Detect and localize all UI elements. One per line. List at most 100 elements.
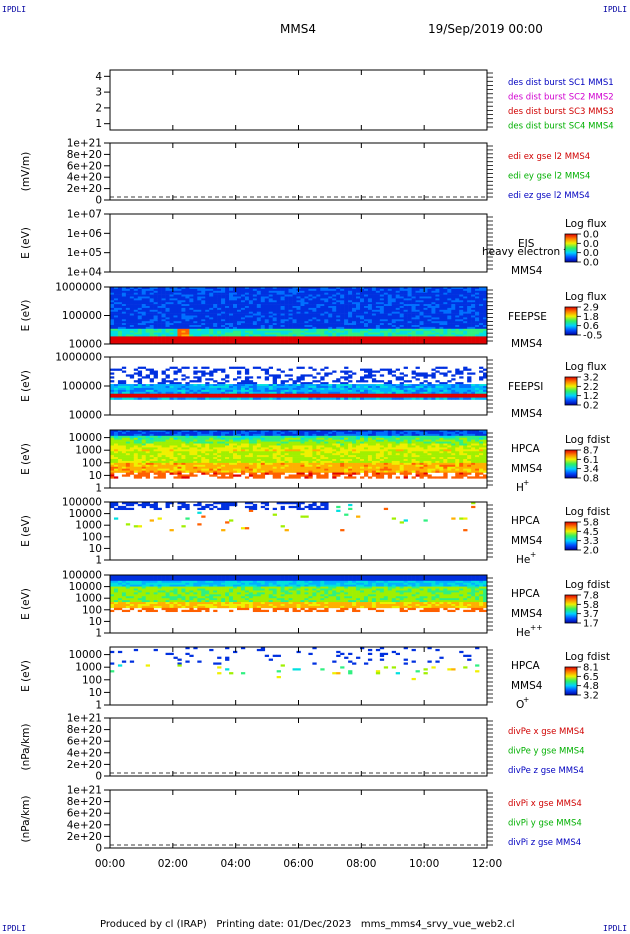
legend-entry-10-0: divPe x gse MMS4 bbox=[508, 727, 585, 737]
ytick-label-9-1: 10 bbox=[89, 687, 102, 699]
ylabel-10: (nPa/km) bbox=[20, 724, 32, 771]
ylabel-9: E (eV) bbox=[20, 660, 32, 692]
colorbar-tick-5-3: 0.2 bbox=[583, 401, 599, 412]
panel-4: 10000 100000 1000000 E (eV) FEEPSE MMS4 Log fl… bbox=[20, 282, 607, 351]
legend-entry-10-1: divPe y gse MMS4 bbox=[508, 747, 585, 757]
legend-entry-2-0: edi ex gse l2 MMS4 bbox=[508, 152, 590, 162]
panel-frame-9 bbox=[109, 646, 488, 706]
colorbar-3 bbox=[564, 233, 578, 263]
xtick-label-6: 12:00 bbox=[472, 858, 502, 870]
ytick-label-8-5: 100000 bbox=[62, 570, 102, 582]
footer-credit: Produced by cl (IRAP) Printing date: 01/… bbox=[100, 919, 515, 930]
ytick-label-10-4: 8e+20 bbox=[67, 724, 102, 736]
panel-frame-3 bbox=[109, 213, 488, 273]
colorbar-6 bbox=[564, 449, 578, 479]
legend-entry-2-1: edi ey gse l2 MMS4 bbox=[508, 172, 590, 182]
spectrogram-5 bbox=[110, 366, 488, 400]
ytick-label-10-2: 4e+20 bbox=[67, 747, 102, 759]
spacecraft-label-4: MMS4 bbox=[511, 338, 543, 350]
colorbar-tick-9-0: 8.1 bbox=[583, 663, 599, 674]
colorbar-title-5: Log flux bbox=[565, 361, 607, 373]
instrument-sublabel-3: heavy electron to bbox=[482, 246, 574, 258]
ylabel-4: E (eV) bbox=[20, 300, 32, 332]
spacecraft-label-8: MMS4 bbox=[511, 608, 543, 620]
legend-entry-1-1: des dist burst SC2 MMS2 bbox=[508, 93, 614, 103]
ytick-label-2-5: 1e+21 bbox=[67, 138, 102, 150]
colorbar-tick-4-0: 2.9 bbox=[583, 303, 599, 314]
spacecraft-label-3: MMS4 bbox=[511, 265, 543, 277]
species-charge-8: ++ bbox=[530, 623, 543, 632]
colorbar-title-4: Log flux bbox=[565, 291, 607, 303]
spectrogram-6 bbox=[110, 430, 488, 479]
colorbar-tick-6-0: 8.7 bbox=[583, 446, 599, 457]
colorbar-tick-9-1: 6.5 bbox=[583, 672, 599, 683]
ytick-label-5-2: 1000000 bbox=[55, 352, 102, 364]
colorbar-9 bbox=[564, 666, 578, 696]
legend-entry-10-2: divPe z gse MMS4 bbox=[508, 766, 584, 776]
colorbar-8 bbox=[564, 594, 578, 624]
ytick-label-11-1: 2e+20 bbox=[67, 831, 102, 843]
instrument-label-5: FEEPSI bbox=[508, 381, 543, 393]
ytick-label-10-0: 0 bbox=[95, 771, 102, 783]
ylabel-6: E (eV) bbox=[20, 443, 32, 475]
xtick-label-2: 04:00 bbox=[221, 858, 251, 870]
colorbar-tick-3-2: 0.0 bbox=[583, 248, 599, 259]
ytick-label-7-5: 100000 bbox=[62, 497, 102, 509]
ytick-label-8-2: 100 bbox=[82, 604, 102, 616]
spacecraft-label-6: MMS4 bbox=[511, 463, 543, 475]
spectrogram-4 bbox=[110, 287, 488, 345]
colorbar-tick-5-0: 3.2 bbox=[583, 373, 599, 384]
ytick-label-10-1: 2e+20 bbox=[67, 759, 102, 771]
panel-frame-2 bbox=[109, 142, 488, 201]
instrument-label-6: HPCA bbox=[511, 443, 541, 455]
colorbar-tick-5-1: 2.2 bbox=[583, 382, 599, 393]
legend-entry-2-2: edi ez gse l2 MMS4 bbox=[508, 191, 590, 201]
colorbar-tick-7-1: 4.5 bbox=[583, 527, 599, 538]
colorbar-7 bbox=[564, 521, 578, 551]
species-charge-7: + bbox=[530, 550, 536, 559]
species-charge-9: + bbox=[523, 695, 529, 704]
legend-entry-11-1: divPi y gse MMS4 bbox=[508, 819, 582, 829]
spectrogram-7 bbox=[110, 502, 476, 532]
ytick-label-7-2: 100 bbox=[82, 531, 102, 543]
colorbar-tick-7-2: 3.3 bbox=[583, 536, 599, 547]
ylabel-3: E (eV) bbox=[20, 227, 32, 259]
ytick-label-10-5: 1e+21 bbox=[67, 713, 102, 725]
xtick-label-5: 10:00 bbox=[409, 858, 439, 870]
colorbar-tick-9-3: 3.2 bbox=[583, 691, 599, 702]
ylabel-2: (mV/m) bbox=[20, 152, 32, 191]
ytick-label-1-3: 4 bbox=[95, 71, 102, 83]
colorbar-tick-8-3: 1.7 bbox=[583, 619, 599, 630]
ytick-label-6-4: 10000 bbox=[69, 432, 102, 444]
species-charge-6: + bbox=[523, 478, 529, 487]
colorbar-tick-6-2: 3.4 bbox=[583, 464, 599, 475]
ytick-label-2-1: 2e+20 bbox=[67, 183, 102, 195]
spacecraft-label-5: MMS4 bbox=[511, 408, 543, 420]
spacecraft-label-9: MMS4 bbox=[511, 680, 543, 692]
ytick-label-9-4: 10000 bbox=[69, 649, 102, 661]
corner-mark-bottom-right: IPDLI bbox=[603, 924, 628, 933]
ytick-label-8-3: 1000 bbox=[75, 593, 102, 605]
ytick-label-11-4: 8e+20 bbox=[67, 796, 102, 808]
xtick-label-1: 02:00 bbox=[158, 858, 188, 870]
ytick-label-5-1: 100000 bbox=[62, 381, 102, 393]
ytick-label-2-0: 0 bbox=[95, 195, 102, 207]
ytick-label-9-3: 1000 bbox=[75, 662, 102, 674]
ytick-label-2-3: 6e+20 bbox=[67, 160, 102, 172]
xtick-label-4: 08:00 bbox=[346, 858, 376, 870]
ytick-label-5-0: 10000 bbox=[69, 410, 102, 422]
ytick-label-4-1: 100000 bbox=[62, 310, 102, 322]
panel-frame-10 bbox=[109, 717, 488, 777]
ytick-label-2-2: 4e+20 bbox=[67, 172, 102, 184]
ytick-label-7-4: 10000 bbox=[69, 508, 102, 520]
legend-entry-11-0: divPi x gse MMS4 bbox=[508, 799, 582, 809]
instrument-label-4: FEEPSE bbox=[508, 311, 547, 323]
instrument-label-7: HPCA bbox=[511, 515, 541, 527]
legend-entry-1-3: des dist burst SC4 MMS4 bbox=[508, 122, 614, 132]
